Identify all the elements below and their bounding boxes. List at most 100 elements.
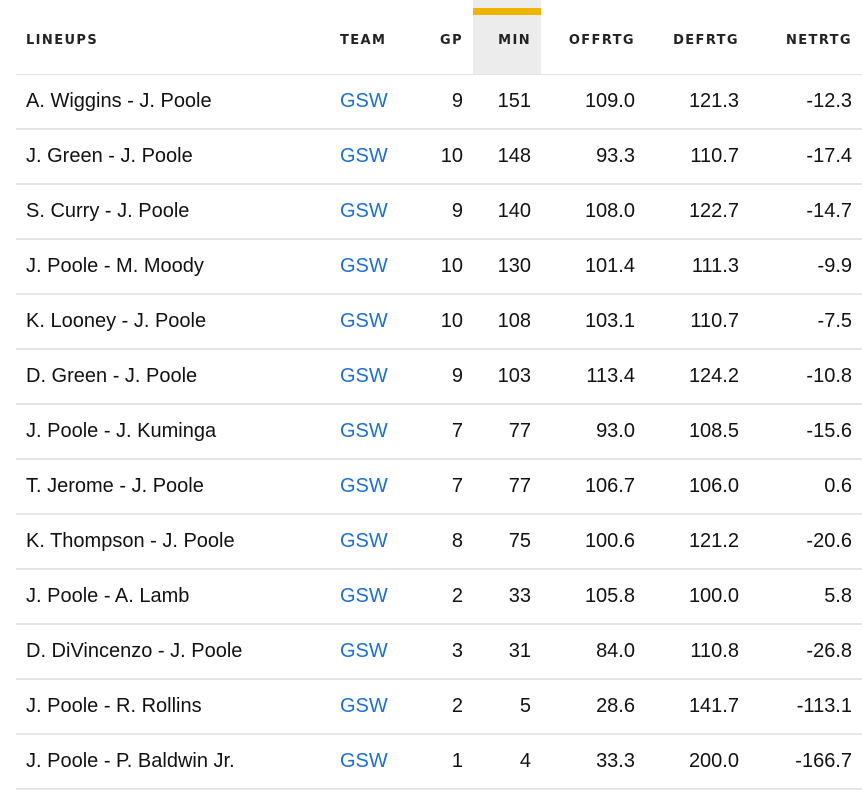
column-header-offrtg[interactable]: OFFRTG <box>541 0 645 75</box>
min-cell: 77 <box>473 404 541 460</box>
lineup-cell: J. Poole - P. Baldwin Jr. <box>16 734 330 790</box>
lineup-cell: J. Poole - J. Kuminga <box>16 404 330 460</box>
netrtg-cell: -113.1 <box>749 679 862 735</box>
table-row: J. Green - J. Poole GSW 10 148 93.3 110.7 -17.… <box>16 129 862 185</box>
lineup-cell: K. Looney - J. Poole <box>16 294 330 350</box>
min-cell: 4 <box>473 734 541 790</box>
table-row: J. Poole - A. Lamb GSW 2 33 105.8 100.0 5.8 <box>16 569 862 625</box>
min-cell: 151 <box>473 74 541 130</box>
team-cell: GSW <box>330 459 412 515</box>
table-header-row: LINEUPS TEAM GP MIN OFFRTG DEFRTG NETRTG <box>16 0 862 75</box>
team-link[interactable]: GSW <box>340 420 388 442</box>
team-link[interactable]: GSW <box>340 365 388 387</box>
lineup-cell: J. Poole - M. Moody <box>16 239 330 295</box>
offrtg-cell: 84.0 <box>541 624 645 680</box>
defrtg-cell: 110.8 <box>645 624 749 680</box>
gp-cell: 7 <box>412 404 473 460</box>
gp-cell: 9 <box>412 184 473 240</box>
team-link[interactable]: GSW <box>340 695 388 717</box>
team-link[interactable]: GSW <box>340 750 388 772</box>
min-cell: 148 <box>473 129 541 185</box>
netrtg-cell: -7.5 <box>749 294 862 350</box>
table-row: A. Wiggins - J. Poole GSW 9 151 109.0 121.3 -1… <box>16 74 862 130</box>
offrtg-cell: 33.3 <box>541 734 645 790</box>
team-link[interactable]: GSW <box>340 585 388 607</box>
team-link[interactable]: GSW <box>340 255 388 277</box>
table-row: J. Poole - R. Rollins GSW 2 5 28.6 141.7 -113.… <box>16 679 862 735</box>
defrtg-cell: 106.0 <box>645 459 749 515</box>
netrtg-cell: -12.3 <box>749 74 862 130</box>
lineup-cell: D. DiVincenzo - J. Poole <box>16 624 330 680</box>
netrtg-cell: -10.8 <box>749 349 862 405</box>
column-header-min-label: MIN <box>498 33 531 49</box>
offrtg-cell: 103.1 <box>541 294 645 350</box>
lineup-cell: D. Green - J. Poole <box>16 349 330 405</box>
team-cell: GSW <box>330 569 412 625</box>
netrtg-cell: -26.8 <box>749 624 862 680</box>
gp-cell: 1 <box>412 734 473 790</box>
team-cell: GSW <box>330 349 412 405</box>
team-link[interactable]: GSW <box>340 200 388 222</box>
min-cell: 103 <box>473 349 541 405</box>
table-row: J. Poole - M. Moody GSW 10 130 101.4 111.3 -9.… <box>16 239 862 295</box>
gp-cell: 7 <box>412 459 473 515</box>
column-header-gp[interactable]: GP <box>412 0 473 75</box>
netrtg-cell: -9.9 <box>749 239 862 295</box>
gp-cell: 9 <box>412 349 473 405</box>
offrtg-cell: 113.4 <box>541 349 645 405</box>
netrtg-cell: -15.6 <box>749 404 862 460</box>
defrtg-cell: 100.0 <box>645 569 749 625</box>
lineups-stats-table: LINEUPS TEAM GP MIN OFFRTG DEFRTG NETRTG… <box>16 0 862 790</box>
lineup-cell: J. Poole - A. Lamb <box>16 569 330 625</box>
team-cell: GSW <box>330 129 412 185</box>
netrtg-cell: 5.8 <box>749 569 862 625</box>
lineup-cell: A. Wiggins - J. Poole <box>16 74 330 130</box>
gp-cell: 2 <box>412 569 473 625</box>
lineup-cell: J. Poole - R. Rollins <box>16 679 330 735</box>
team-link[interactable]: GSW <box>340 89 388 112</box>
column-header-defrtg[interactable]: DEFRTG <box>645 0 749 75</box>
netrtg-cell: 0.6 <box>749 459 862 515</box>
lineup-cell: T. Jerome - J. Poole <box>16 459 330 515</box>
defrtg-cell: 124.2 <box>645 349 749 405</box>
team-cell: GSW <box>330 679 412 735</box>
offrtg-cell: 93.0 <box>541 404 645 460</box>
min-cell: 77 <box>473 459 541 515</box>
lineup-cell: J. Green - J. Poole <box>16 129 330 185</box>
offrtg-cell: 93.3 <box>541 129 645 185</box>
defrtg-cell: 110.7 <box>645 294 749 350</box>
team-link[interactable]: GSW <box>340 530 388 552</box>
defrtg-cell: 108.5 <box>645 404 749 460</box>
gp-cell: 8 <box>412 514 473 570</box>
team-link[interactable]: GSW <box>340 640 388 662</box>
table-row: D. Green - J. Poole GSW 9 103 113.4 124.2 -10.… <box>16 349 862 405</box>
netrtg-cell: -14.7 <box>749 184 862 240</box>
team-link[interactable]: GSW <box>340 310 388 332</box>
column-header-min[interactable]: MIN <box>473 0 541 75</box>
gp-cell: 9 <box>412 74 473 130</box>
defrtg-cell: 122.7 <box>645 184 749 240</box>
team-cell: GSW <box>330 74 412 130</box>
column-header-netrtg[interactable]: NETRTG <box>749 0 862 75</box>
defrtg-cell: 121.2 <box>645 514 749 570</box>
table-body: A. Wiggins - J. Poole GSW 9 151 109.0 121.3 -1… <box>16 74 862 790</box>
offrtg-cell: 28.6 <box>541 679 645 735</box>
defrtg-cell: 111.3 <box>645 239 749 295</box>
min-cell: 130 <box>473 239 541 295</box>
team-cell: GSW <box>330 404 412 460</box>
table-row: K. Thompson - J. Poole GSW 8 75 100.6 121.2 -2… <box>16 514 862 570</box>
team-link[interactable]: GSW <box>340 145 388 167</box>
offrtg-cell: 105.8 <box>541 569 645 625</box>
netrtg-cell: -20.6 <box>749 514 862 570</box>
team-link[interactable]: GSW <box>340 475 388 497</box>
team-cell: GSW <box>330 184 412 240</box>
min-cell: 31 <box>473 624 541 680</box>
netrtg-cell: -166.7 <box>749 734 862 790</box>
defrtg-cell: 110.7 <box>645 129 749 185</box>
table-row: J. Poole - J. Kuminga GSW 7 77 93.0 108.5 -15.… <box>16 404 862 460</box>
column-header-lineups[interactable]: LINEUPS <box>16 0 330 75</box>
table-row: J. Poole - P. Baldwin Jr. GSW 1 4 33.3 200.0-… <box>16 734 862 790</box>
column-header-team[interactable]: TEAM <box>330 0 412 75</box>
table-row: S. Curry - J. Poole GSW 9 140 108.0 122.7 -14.… <box>16 184 862 240</box>
team-cell: GSW <box>330 734 412 790</box>
